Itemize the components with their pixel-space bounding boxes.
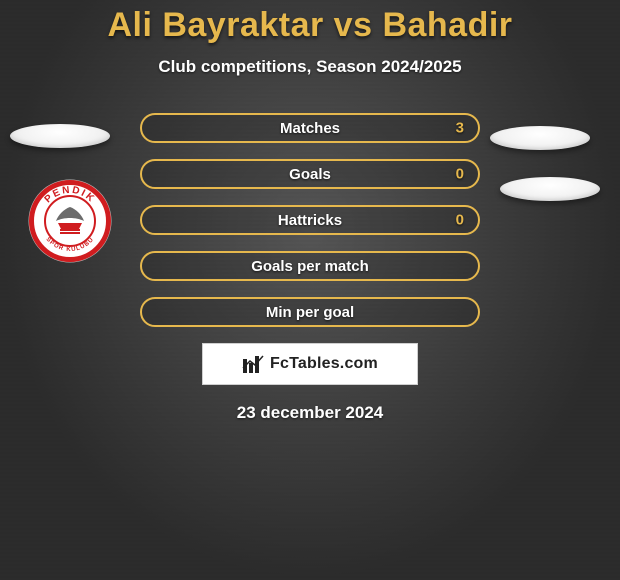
footer-brand-text: FcTables.com (270, 355, 378, 373)
player-ellipse-right-2 (500, 177, 600, 201)
page-title: Ali Bayraktar vs Bahadir (0, 0, 620, 45)
stat-row: Hattricks 0 (140, 205, 480, 235)
stat-value: 0 (456, 212, 464, 229)
stat-label: Matches (280, 120, 340, 137)
stats-list: Matches 3 Goals 0 Hattricks 0 Goals per match M… (140, 113, 480, 327)
stat-label: Hattricks (278, 212, 342, 229)
stat-label: Goals per match (251, 258, 369, 275)
player-ellipse-right-1 (490, 126, 590, 150)
club-badge: PENDIK SPOR KULÜBÜ (28, 179, 112, 263)
stat-label: Goals (289, 166, 331, 183)
stat-value: 3 (456, 120, 464, 137)
chart-icon (242, 354, 264, 374)
player-ellipse-left (10, 124, 110, 148)
date-text: 23 december 2024 (0, 403, 620, 423)
stat-label: Min per goal (266, 304, 354, 321)
stat-row: Goals per match (140, 251, 480, 281)
footer-brand-box[interactable]: FcTables.com (202, 343, 418, 385)
stat-value: 0 (456, 166, 464, 183)
subtitle: Club competitions, Season 2024/2025 (0, 57, 620, 77)
stat-row: Goals 0 (140, 159, 480, 189)
stat-row: Min per goal (140, 297, 480, 327)
stat-row: Matches 3 (140, 113, 480, 143)
